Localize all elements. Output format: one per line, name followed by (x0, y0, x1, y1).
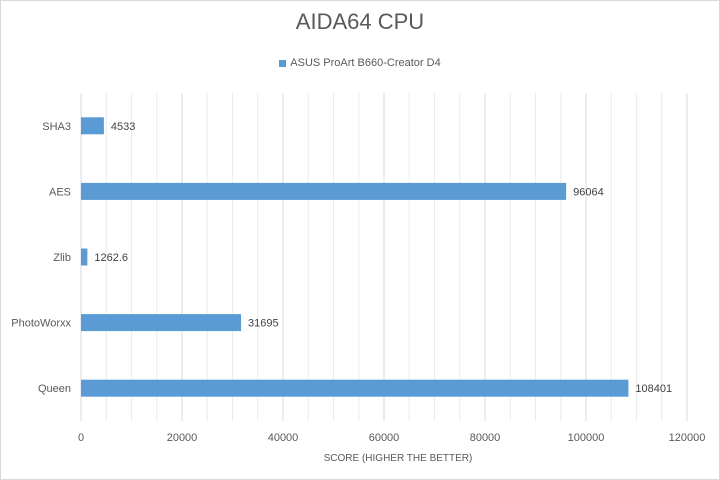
x-tick-label: 0 (78, 432, 84, 444)
x-tick-label: 100000 (568, 432, 605, 444)
legend-swatch (279, 59, 287, 67)
data-label: 31695 (248, 318, 279, 330)
bar-sha3 (81, 117, 104, 135)
bar-queen (81, 379, 629, 397)
x-tick-label: 60000 (369, 432, 400, 444)
y-category-label: PhotoWorxx (11, 318, 71, 330)
y-category-label: Zlib (53, 252, 71, 264)
x-tick-label: 40000 (268, 432, 299, 444)
data-label: 1262.6 (94, 252, 128, 264)
chart-title: AIDA64 CPU (295, 9, 425, 34)
y-category-label: Queen (38, 383, 71, 395)
data-label: 96064 (573, 186, 604, 198)
x-axis-title: SCORE (HIGHER THE BETTER) (324, 453, 473, 464)
legend: ASUS ProArt B660-Creator D4 (1, 57, 719, 69)
x-tick-label: 20000 (167, 432, 198, 444)
bar-aes (81, 182, 567, 200)
x-tick-label: 80000 (470, 432, 501, 444)
data-label: 4533 (111, 121, 135, 133)
bar-photoworxx (81, 314, 242, 332)
data-label: 108401 (635, 383, 672, 395)
x-tick-label: 120000 (669, 432, 706, 444)
bar-zlib (81, 248, 88, 266)
y-category-label: SHA3 (42, 121, 71, 133)
y-category-label: AES (49, 186, 71, 198)
legend-label: ASUS ProArt B660-Creator D4 (290, 57, 441, 69)
